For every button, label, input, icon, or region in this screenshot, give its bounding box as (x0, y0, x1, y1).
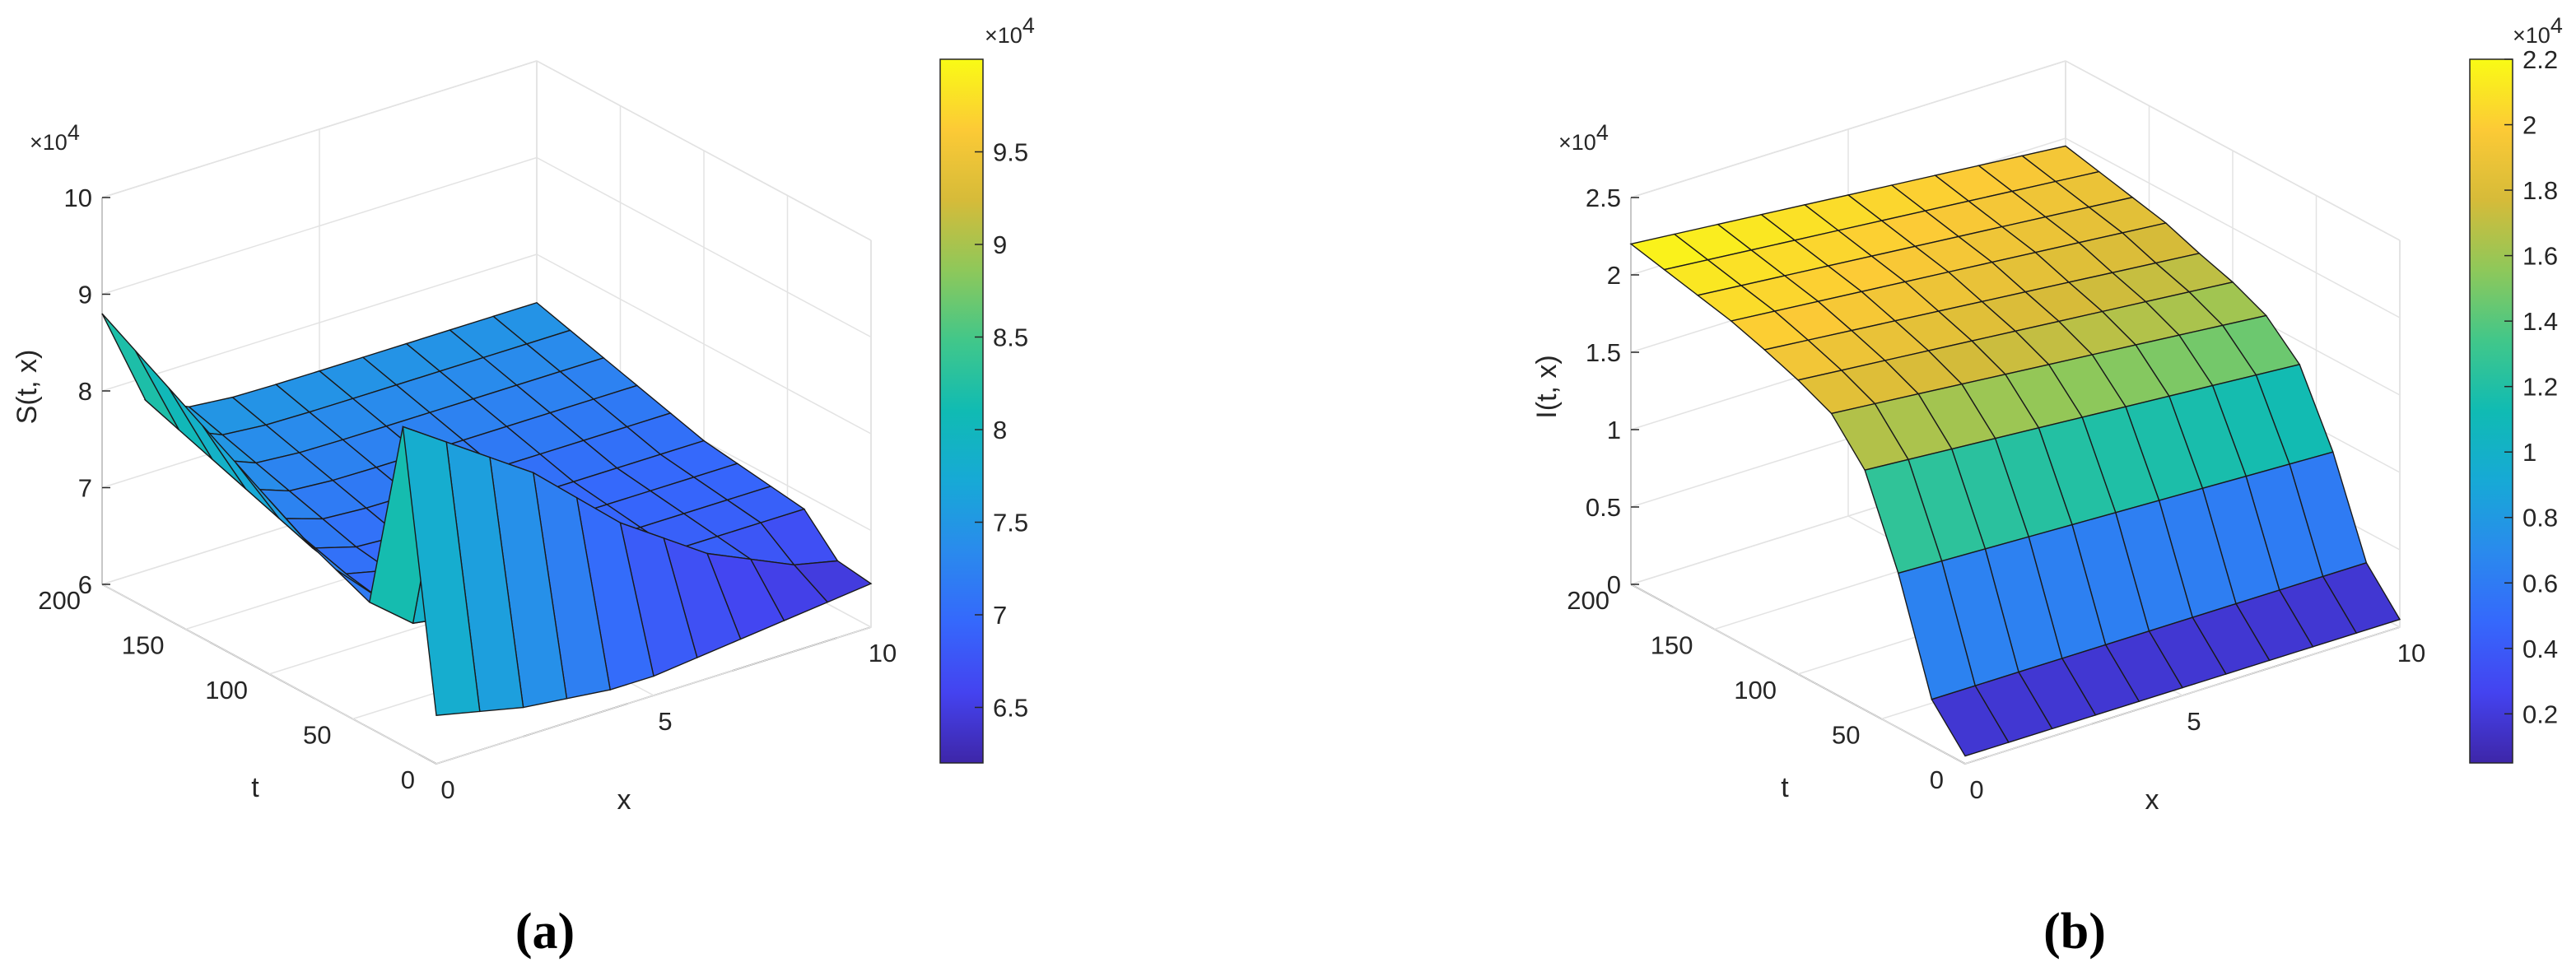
colorbar-tick-label-7: 1.6 (2522, 242, 2558, 271)
panel-b-colorbar-multiplier: ×104 (2513, 13, 2563, 48)
panel-a-caption: (a) (515, 904, 575, 960)
panel-b-z-axis-label: I(t, x) (1531, 355, 1563, 418)
z-tick-label-2: 8 (78, 377, 92, 406)
colorbar-tick-label-0: 0.2 (2522, 700, 2558, 728)
panel-a-t-axis-label: t (251, 772, 259, 803)
t-tick-label-1: 50 (1832, 721, 1860, 750)
colorbar-tick-label-1: 0.4 (2522, 635, 2558, 663)
panel-b-t-axis-label: t (1781, 772, 1789, 803)
t-tick-label-1: 50 (303, 721, 331, 750)
grid-line-x-floor-0 (101, 584, 437, 765)
z-tick-label-0: 6 (78, 570, 92, 599)
x-tick-label-0: 0 (1969, 775, 1983, 804)
x-tick-label-2: 10 (2397, 639, 2425, 667)
colorbar-tick-label-6: 1.4 (2522, 307, 2558, 336)
z-tick-label-5: 2.5 (1586, 184, 1621, 212)
colorbar-tick-label-1: 7 (993, 601, 1007, 630)
z-tick-label-0: 0 (1607, 570, 1621, 599)
z-tick-label-3: 1.5 (1586, 338, 1621, 367)
panel-a-surface (101, 301, 873, 717)
colorbar-tick-label-2: 7.5 (993, 509, 1028, 537)
panel-a-colorbar-bar (939, 58, 984, 764)
colorbar-tick-label-9: 2 (2522, 111, 2536, 140)
panel-b-surface (1629, 145, 2401, 757)
colorbar-tick-label-2: 0.6 (2522, 569, 2558, 598)
colorbar-tick-label-6: 9.5 (993, 138, 1028, 167)
z-tick-label-1: 7 (78, 474, 92, 503)
x-tick-label-0: 0 (440, 775, 454, 804)
colorbar-tick-label-3: 0.8 (2522, 504, 2558, 533)
t-tick-label-0: 0 (401, 765, 415, 794)
z-tick-label-4: 2 (1607, 261, 1621, 290)
panel-a-z-multiplier: ×104 (30, 120, 80, 155)
panel-b-caption: (b) (2043, 904, 2106, 960)
colorbar-tick-label-8: 1.8 (2522, 176, 2558, 205)
z-tick-label-2: 1 (1607, 416, 1621, 444)
x-tick-label-2: 10 (869, 639, 897, 667)
z-tick-label-4: 10 (64, 184, 92, 212)
panel-a-colorbar-ticks: 6.5 7 7.5 8 8.5 9 9.5 (975, 138, 1028, 723)
grid-line-x-floor-0 (1630, 584, 1966, 765)
x-tick-label-1: 5 (658, 707, 672, 736)
surface-patch-t0-x0 (101, 313, 180, 430)
surface-patch-t9-x0 (1931, 685, 2010, 757)
colorbar-tick-label-0: 6.5 (993, 694, 1028, 723)
panel-a-caption-text: (a) (515, 904, 575, 960)
panel-b-colorbar-ticks: 0.2 0.4 0.6 0.8 1 1.2 1.4 1.6 1.8 2 2.2 (2504, 45, 2558, 728)
t-tick-label-4: 200 (1567, 586, 1609, 615)
colorbar-tick-label-4: 1 (2522, 438, 2536, 467)
panel-a-x-axis-label: x (617, 784, 631, 816)
z-tick-label-3: 9 (78, 281, 92, 309)
colorbar-tick-label-4: 8.5 (993, 323, 1028, 352)
panel-b-caption-text: (b) (2043, 904, 2106, 960)
colorbar-tick-label-5: 9 (993, 230, 1007, 259)
panel-b-z-multiplier: ×104 (1558, 120, 1609, 155)
t-tick-label-2: 100 (205, 676, 248, 705)
panel-a-colorbar-multiplier: ×104 (985, 13, 1035, 48)
panel-b-colorbar: 0.2 0.4 0.6 0.8 1 1.2 1.4 1.6 1.8 2 2.2 ×104 (2469, 13, 2563, 764)
t-tick-label-0: 0 (1930, 765, 1944, 794)
panel-a-colorbar: 6.5 7 7.5 8 8.5 9 9.5 ×104 (939, 13, 1035, 764)
t-tick-label-4: 200 (38, 586, 81, 615)
colorbar-tick-label-5: 1.2 (2522, 373, 2558, 402)
t-tick-label-3: 150 (122, 631, 165, 660)
panel-b-x-axis-label: x (2145, 784, 2159, 816)
surface-patch-t9-x0 (402, 426, 481, 717)
z-tick-label-1: 0.5 (1586, 493, 1621, 522)
x-tick-label-1: 5 (2187, 707, 2201, 736)
colorbar-tick-label-10: 2.2 (2522, 45, 2558, 74)
panel-b-colorbar-bar (2469, 58, 2513, 764)
panel-a-z-axis-label: S(t, x) (12, 350, 43, 425)
t-tick-label-2: 100 (1734, 676, 1777, 705)
colorbar-tick-label-3: 8 (993, 416, 1007, 444)
t-tick-label-3: 150 (1651, 631, 1693, 660)
